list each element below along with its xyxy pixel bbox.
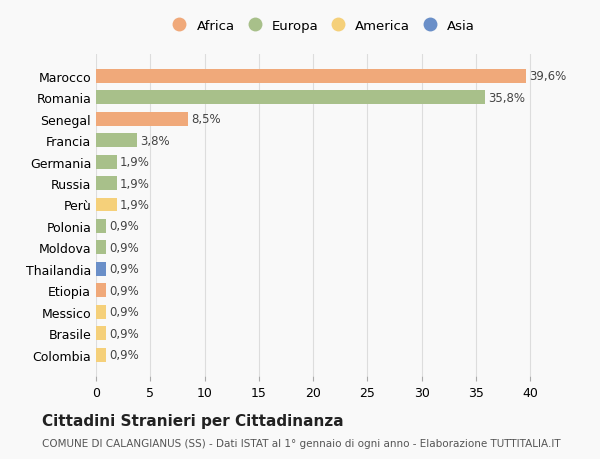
Bar [96, 198, 116, 212]
Text: 0,9%: 0,9% [109, 327, 139, 340]
Text: 1,9%: 1,9% [120, 199, 150, 212]
Bar [96, 284, 106, 297]
Bar [96, 91, 485, 105]
Bar [96, 305, 106, 319]
Text: COMUNE DI CALANGIANUS (SS) - Dati ISTAT al 1° gennaio di ogni anno - Elaborazion: COMUNE DI CALANGIANUS (SS) - Dati ISTAT … [42, 438, 560, 448]
Text: 0,9%: 0,9% [109, 306, 139, 319]
Bar [96, 177, 116, 190]
Legend: Africa, Europa, America, Asia: Africa, Europa, America, Asia [173, 20, 475, 34]
Text: Cittadini Stranieri per Cittadinanza: Cittadini Stranieri per Cittadinanza [42, 413, 344, 428]
Text: 8,5%: 8,5% [191, 113, 221, 126]
Bar [96, 241, 106, 255]
Text: 0,9%: 0,9% [109, 220, 139, 233]
Bar [96, 262, 106, 276]
Text: 0,9%: 0,9% [109, 263, 139, 276]
Text: 0,9%: 0,9% [109, 241, 139, 254]
Bar [96, 326, 106, 341]
Bar [96, 155, 116, 169]
Text: 1,9%: 1,9% [120, 156, 150, 169]
Bar [96, 70, 526, 84]
Bar [96, 219, 106, 233]
Text: 39,6%: 39,6% [529, 70, 566, 83]
Text: 35,8%: 35,8% [488, 91, 525, 105]
Bar [96, 348, 106, 362]
Bar [96, 134, 137, 148]
Bar [96, 112, 188, 126]
Text: 1,9%: 1,9% [120, 177, 150, 190]
Text: 0,9%: 0,9% [109, 348, 139, 361]
Text: 0,9%: 0,9% [109, 284, 139, 297]
Text: 3,8%: 3,8% [140, 134, 170, 147]
